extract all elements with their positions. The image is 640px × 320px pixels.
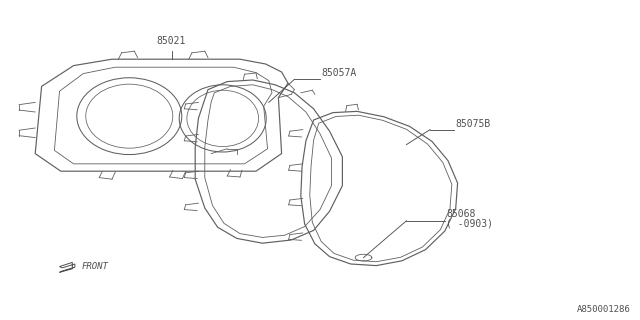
Text: 85057A: 85057A bbox=[321, 68, 356, 78]
Text: 85021: 85021 bbox=[157, 36, 186, 46]
Text: 85075B: 85075B bbox=[456, 119, 491, 129]
Text: ( -0903): ( -0903) bbox=[446, 219, 493, 229]
Text: A850001286: A850001286 bbox=[577, 305, 630, 314]
Text: FRONT: FRONT bbox=[81, 262, 108, 271]
Text: 85068: 85068 bbox=[446, 209, 476, 219]
